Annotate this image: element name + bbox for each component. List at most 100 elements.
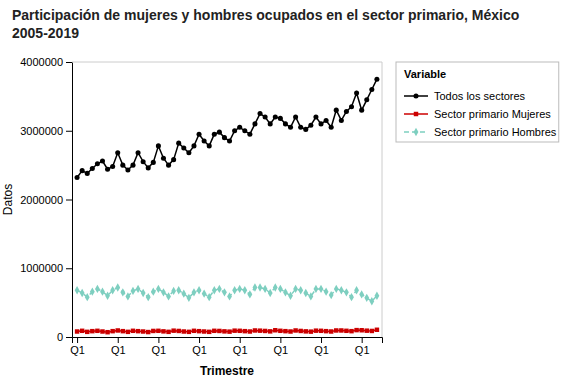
point: [202, 329, 206, 333]
point: [85, 171, 90, 176]
point: [110, 164, 115, 169]
legend-item: Sector primario Mujeres: [404, 108, 551, 120]
point: [182, 329, 186, 333]
point: [369, 87, 374, 92]
point: [166, 330, 170, 334]
y-tick: 0: [57, 331, 72, 343]
point: [278, 116, 283, 121]
point: [186, 150, 191, 155]
point: [298, 286, 303, 294]
y-tick-mark: [66, 131, 72, 132]
point: [288, 292, 293, 300]
x-tick-mark: [199, 337, 200, 343]
point: [95, 329, 99, 333]
x-tick-mark: [240, 337, 241, 343]
point: [186, 294, 191, 302]
point: [354, 286, 359, 294]
point: [146, 330, 150, 334]
point: [359, 328, 363, 332]
point: [110, 286, 115, 294]
point: [181, 145, 186, 150]
point: [329, 329, 333, 333]
point: [80, 168, 85, 173]
point: [121, 329, 125, 333]
point: [116, 328, 120, 332]
y-axis-line: [66, 63, 73, 338]
point: [288, 125, 293, 130]
point: [247, 132, 252, 137]
point: [242, 286, 247, 294]
point: [212, 132, 217, 137]
x-tick: Q1: [355, 337, 370, 356]
point: [207, 330, 211, 334]
point: [334, 328, 338, 332]
point: [156, 143, 161, 148]
legend-item: Todos los sectores: [404, 90, 526, 102]
series-line: [77, 288, 377, 302]
point: [354, 90, 359, 95]
frame: [382, 62, 383, 337]
point: [349, 329, 353, 333]
point: [324, 287, 329, 295]
x-tick: Q1: [192, 337, 207, 356]
point: [253, 283, 258, 291]
point: [318, 121, 323, 126]
x-tick-mark: [158, 337, 159, 343]
point: [131, 287, 136, 295]
point: [288, 329, 292, 333]
point: [364, 97, 369, 102]
x-tick: Q1: [70, 337, 85, 356]
point: [187, 330, 191, 334]
point: [293, 328, 297, 332]
point: [258, 111, 263, 116]
point: [313, 114, 318, 119]
point: [156, 329, 160, 333]
x-tick: Q1: [152, 337, 167, 356]
point: [232, 328, 236, 332]
point: [237, 285, 242, 293]
point: [268, 329, 272, 333]
point: [314, 285, 319, 293]
point: [75, 286, 80, 294]
point: [176, 329, 180, 333]
y-tick: 3000000: [20, 125, 72, 137]
point: [120, 288, 125, 296]
point: [298, 329, 302, 333]
y-tick: 1000000: [20, 262, 72, 274]
point: [192, 288, 197, 296]
point: [237, 125, 242, 130]
point: [247, 290, 252, 298]
y-tick-label: 2000000: [20, 194, 63, 206]
point: [207, 143, 212, 148]
x-axis: Q1Q1Q1Q1Q1Q1Q1Q1: [70, 337, 382, 356]
x-tick-label: Q1: [192, 344, 207, 356]
y-tick: 4000000: [20, 56, 72, 68]
x-tick-mark: [362, 337, 363, 343]
point: [120, 163, 125, 168]
legend-item: Sector primario Hombres: [404, 126, 557, 138]
frame: [72, 62, 382, 63]
point: [258, 283, 263, 291]
point: [354, 328, 358, 332]
point: [283, 288, 288, 296]
y-tick-mark: [66, 62, 72, 63]
point: [141, 329, 145, 333]
legend-label: Todos los sectores: [434, 90, 526, 102]
legend-box: [396, 62, 559, 142]
point: [100, 287, 105, 295]
y-tick-mark: [66, 337, 72, 338]
point: [349, 293, 354, 301]
point: [303, 289, 308, 297]
point: [222, 288, 227, 296]
point: [130, 163, 135, 168]
point: [146, 165, 151, 170]
y-tick-label: 3000000: [20, 125, 63, 137]
point: [263, 114, 268, 119]
point: [171, 328, 175, 332]
x-tick-label: Q1: [70, 344, 85, 356]
point: [136, 329, 140, 333]
legend-title: Variable: [404, 68, 446, 80]
plot: 01000000200000030000004000000Q1Q1Q1Q1Q1Q…: [1, 56, 383, 378]
point: [176, 141, 181, 146]
point: [359, 108, 364, 113]
